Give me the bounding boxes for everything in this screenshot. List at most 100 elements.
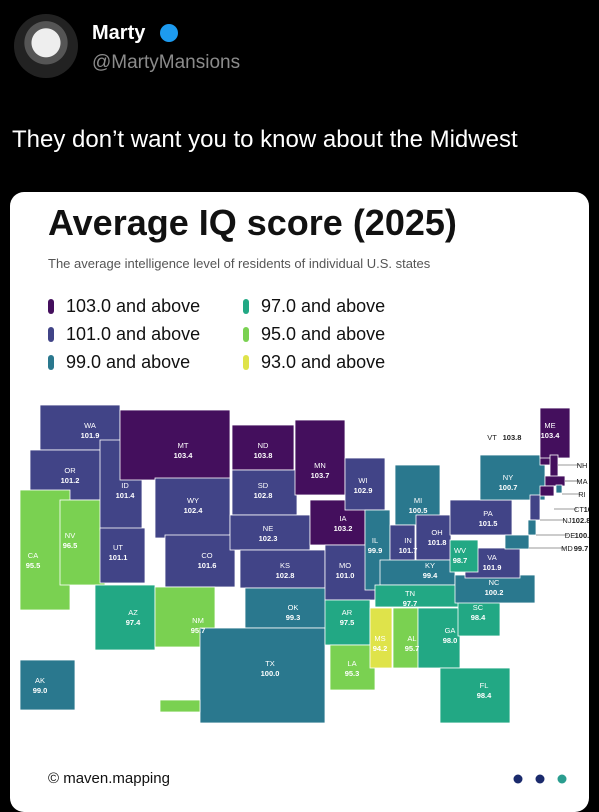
state-value: 102.8 [276,571,295,580]
dot [536,775,545,784]
state-abbr: RI [578,490,586,499]
state-value: 97.7 [403,599,418,608]
state-abbr: UT [113,543,123,552]
state-abbr: WA [84,421,96,430]
state-value: 99.0 [33,686,48,695]
carousel-dots[interactable] [512,772,572,786]
state-abbr: IL [372,536,378,545]
state-shape [375,585,465,607]
state-abbr: IA [339,514,346,523]
state-value: 98.7 [453,556,468,565]
state-abbr: NV [65,531,75,540]
state-value: 97.4 [126,618,141,627]
map-title: Average IQ score (2025) [48,202,457,244]
state-value: 99.4 [423,571,438,580]
state-value: 100.7 [499,483,518,492]
image-card[interactable]: Average IQ score (2025) The average inte… [10,192,589,812]
state-abbr: FL [480,681,489,690]
state-value: 101.6 [198,561,217,570]
state-shape [545,476,565,486]
state-abbr: CO [201,551,212,560]
state-abbr: IN [404,536,412,545]
state-abbr: ID [121,481,129,490]
state-abbr: ME [544,421,555,430]
state-abbr: MD [561,544,573,553]
state-value: 95.7 [405,644,420,653]
state-abbr: TN [405,589,415,598]
state-abbr: SC [473,603,484,612]
legend-label: 99.0 and above [66,352,190,373]
state-abbr: WV [454,546,466,555]
state-abbr: KS [280,561,290,570]
state-abbr: NE [263,524,273,533]
state-value: 103.2 [334,524,353,533]
state-value: 101.2 [61,476,80,485]
state-abbr: NM [192,616,204,625]
state-abbr: PA [483,509,492,518]
legend-swatch [48,327,54,342]
state-value: 98.4 [477,691,492,700]
state-value: 99.3 [286,613,301,622]
legend-label: 93.0 and above [261,352,385,373]
state-shape [540,486,554,496]
state-abbr: NY [503,473,513,482]
state-value: 101.9 [483,563,502,572]
state-shape [550,455,558,477]
legend-item: 95.0 and above [243,324,385,345]
dot [558,775,567,784]
legend-item: 93.0 and above [243,352,385,373]
state-abbr: NH [577,461,588,470]
state-value: 103.7 [311,471,330,480]
state-shape [120,410,230,480]
state-value: 103.8 [254,451,273,460]
state-shape [530,495,540,520]
state-abbr: MA [576,477,587,486]
legend-label: 103.0 and above [66,296,200,317]
legend-item: 103.0 and above [48,296,200,317]
legend-label: 97.0 and above [261,296,385,317]
state-value: 100.4 [575,531,589,540]
state-value: 95.5 [26,561,41,570]
state-abbr: MN [314,461,326,470]
state-value: 103.1 [584,505,589,514]
tweet-text: They don’t want you to know about the Mi… [12,126,518,154]
state-abbr: KY [425,561,435,570]
state-value: 100.2 [485,588,504,597]
state-value: 94.2 [373,644,388,653]
state-value: 99.9 [368,546,383,555]
state-value: 101.4 [116,491,136,500]
user-name[interactable]: Marty [92,22,145,45]
state-abbr: HI [144,721,152,730]
state-value: 99.7 [574,544,589,553]
avatar[interactable] [14,14,78,78]
dot [514,775,523,784]
state-value: 102.4 [184,506,204,515]
state-value: 95.7 [191,626,206,635]
state-value: 98.0 [443,636,458,645]
state-abbr: MI [414,496,422,505]
state-value: 102.3 [259,534,278,543]
state-abbr: NC [489,578,500,587]
state-abbr: MO [339,561,351,570]
state-abbr: MT [178,441,189,450]
state-value: 97.5 [340,618,355,627]
state-abbr: WI [358,476,367,485]
state-value: 103.8 [503,433,522,442]
state-value: 101.8 [428,538,447,547]
state-value: 101.7 [399,546,418,555]
state-value: 102.8 [572,516,589,525]
state-abbr: ND [258,441,269,450]
state-abbr: AK [35,676,45,685]
legend-label: 95.0 and above [261,324,385,345]
state-shape [20,660,75,710]
map: WA101.9OR101.2CA95.5NV96.5ID101.4MT103.4… [10,392,589,772]
legend-item: 101.0 and above [48,324,200,345]
state-shape [450,500,512,535]
state-abbr: MS [374,634,385,643]
user-handle[interactable]: @MartyMansions [92,52,240,74]
state-shape [440,668,510,723]
state-shape [556,485,562,493]
map-subtitle: The average intelligence level of reside… [48,256,430,271]
state-value: 101.9 [81,431,100,440]
